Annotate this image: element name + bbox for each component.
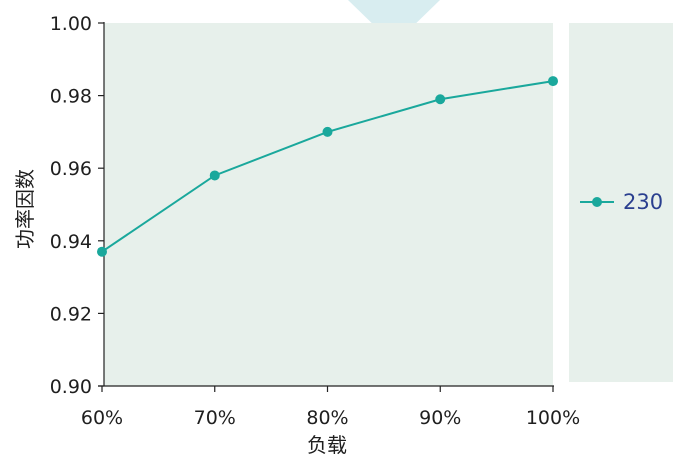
plot-area bbox=[104, 23, 553, 386]
data-point bbox=[435, 94, 446, 105]
y-tick-label: 0.96 bbox=[50, 158, 92, 180]
legend-marker-icon bbox=[592, 197, 602, 207]
y-tick-label: 0.90 bbox=[50, 376, 92, 398]
y-tick-label: 0.98 bbox=[50, 86, 92, 108]
data-point bbox=[322, 126, 333, 137]
y-tick-label: 0.94 bbox=[50, 231, 92, 253]
data-point bbox=[97, 246, 107, 257]
x-tick-label: 90% bbox=[419, 407, 461, 429]
x-tick-label: 60% bbox=[81, 407, 123, 429]
data-point bbox=[209, 170, 220, 181]
decorative-shape bbox=[348, 0, 440, 40]
x-axis-title: 负载 bbox=[307, 433, 347, 457]
x-tick-label: 100% bbox=[526, 407, 580, 429]
legend-label: 230 bbox=[623, 190, 663, 214]
y-axis-title: 功率因数 bbox=[13, 169, 37, 249]
y-tick-label: 0.92 bbox=[50, 303, 92, 325]
data-point bbox=[548, 76, 558, 87]
x-tick-label: 70% bbox=[194, 407, 236, 429]
x-tick-label: 80% bbox=[306, 407, 348, 429]
y-tick-label: 1.00 bbox=[50, 13, 92, 35]
